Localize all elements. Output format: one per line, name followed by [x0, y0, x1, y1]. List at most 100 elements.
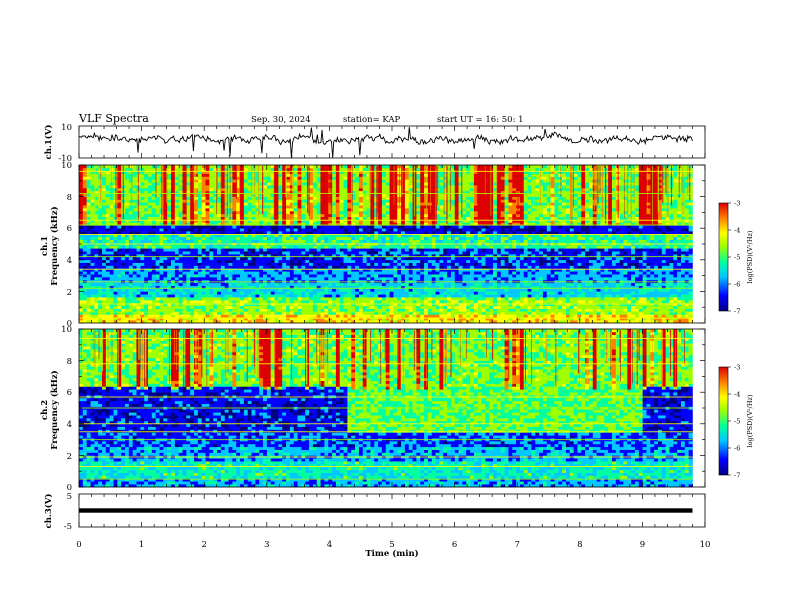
spectrogram-cell: [355, 173, 360, 177]
spectrogram-cell: [128, 320, 133, 324]
spectrogram-cell: [159, 311, 164, 315]
spectrogram-cell: [82, 165, 87, 169]
spectrogram-cell: [190, 285, 195, 289]
spectrogram-cell: [255, 259, 260, 263]
spectrogram-cell: [174, 202, 179, 206]
spectrogram-cell: [385, 233, 390, 238]
spectrogram-cell: [243, 196, 248, 200]
spectrogram-cell: [159, 248, 164, 252]
spectrogram-cell: [213, 228, 218, 232]
spectrogram-cell: [213, 182, 218, 186]
spectrogram-cell: [270, 170, 275, 174]
spectrogram-cell: [332, 285, 337, 289]
spectrogram-cell: [102, 277, 107, 281]
spectrogram-cell: [213, 300, 218, 304]
spectrogram-cell: [209, 274, 214, 278]
spectrogram-cell: [232, 256, 237, 261]
spectrogram-cell: [312, 165, 318, 169]
spectrogram-cell: [201, 271, 206, 275]
spectrogram-cell: [178, 251, 183, 255]
spectrogram-cell: [102, 208, 107, 212]
spectrogram-cell: [412, 294, 417, 298]
spectrogram-cell: [412, 248, 417, 252]
spectrogram-cell: [351, 265, 356, 269]
spectrogram-cell: [301, 291, 306, 295]
spectrogram-cell: [82, 213, 87, 218]
spectrogram-cell: [190, 182, 195, 186]
spectrogram-cell: [82, 314, 87, 318]
spectrogram-cell: [312, 248, 318, 252]
spectrogram-cell: [332, 165, 337, 169]
spectrogram-cell: [109, 236, 114, 240]
spectrogram-cell: [335, 297, 341, 301]
spectrogram-cell: [194, 210, 199, 215]
spectrogram-cell: [366, 233, 371, 238]
spectrogram-cell: [151, 251, 156, 255]
spectrogram-cell: [358, 262, 364, 266]
spectrogram-cell: [332, 179, 337, 183]
spectrogram-cell: [347, 165, 352, 169]
spectrogram-cell: [332, 213, 337, 218]
spectrogram-cell: [190, 300, 195, 304]
spectrogram-cell: [355, 225, 360, 229]
spectrogram-cell: [128, 294, 133, 298]
spectrogram-cell: [174, 170, 179, 174]
spectrogram-cell: [86, 254, 91, 258]
spectrogram-cell: [355, 311, 360, 315]
spectrogram-cell: [282, 314, 287, 318]
spectrogram-cell: [251, 248, 256, 252]
spectrogram-cell: [144, 265, 149, 269]
spectrogram-cell: [286, 190, 291, 195]
spectrogram-cell: [358, 274, 364, 278]
spectrogram-cell: [167, 291, 172, 295]
spectrogram-cell: [393, 199, 398, 203]
spectrogram-cell: [209, 190, 214, 195]
spectrogram-cell: [381, 196, 387, 200]
spectrogram-cell: [217, 187, 222, 192]
spectrogram-cell: [109, 274, 114, 278]
spectrogram-cell: [90, 277, 95, 281]
spectrogram-cell: [286, 228, 291, 232]
spectrogram-cell: [332, 297, 337, 301]
spectrogram-cell: [217, 274, 222, 278]
spectrogram-cell: [389, 173, 394, 177]
spectrogram-cell: [186, 277, 191, 281]
spectrogram-cell: [328, 285, 333, 289]
spectrogram-cell: [197, 190, 202, 195]
spectrogram-cell: [105, 185, 110, 189]
spectrogram-cell: [224, 274, 229, 278]
spectrogram-cell: [144, 208, 149, 212]
spectrogram-cell: [312, 291, 318, 295]
spectrogram-cell: [90, 254, 95, 258]
spectrogram-cell: [320, 265, 325, 269]
spectrogram-cell: [125, 233, 130, 238]
spectrogram-cell: [255, 248, 260, 252]
spectrogram-cell: [144, 288, 149, 292]
spectrogram-cell: [247, 311, 252, 315]
spectrogram-cell: [236, 193, 241, 197]
spectrogram-cell: [259, 236, 264, 240]
spectrogram-cell: [408, 305, 413, 309]
spectrogram-cell: [270, 167, 275, 172]
spectrogram-cell: [274, 314, 279, 318]
spectrogram-cell: [182, 236, 187, 240]
spectrogram-cell: [174, 256, 179, 261]
spectrogram-cell: [125, 268, 130, 272]
spectrogram-cell: [117, 231, 122, 235]
spectrogram-cell: [132, 231, 137, 235]
spectrogram-cell: [274, 291, 279, 295]
spectrogram-cell: [397, 245, 402, 249]
spectrogram-cell: [374, 300, 379, 304]
spectrogram-cell: [163, 222, 168, 226]
spectrogram-cell: [328, 251, 333, 255]
spectrogram-cell: [213, 173, 218, 177]
spectrogram-cell: [86, 196, 91, 200]
spectrogram-cell: [205, 245, 210, 249]
spectrogram-cell: [289, 205, 295, 209]
spectrogram-cell: [105, 294, 110, 298]
spectrogram-cell: [251, 196, 256, 200]
spectrogram-cell: [259, 268, 264, 272]
spectrogram-cell: [243, 282, 248, 286]
spectrogram-cell: [416, 300, 421, 304]
spectrogram-cell: [151, 245, 156, 249]
